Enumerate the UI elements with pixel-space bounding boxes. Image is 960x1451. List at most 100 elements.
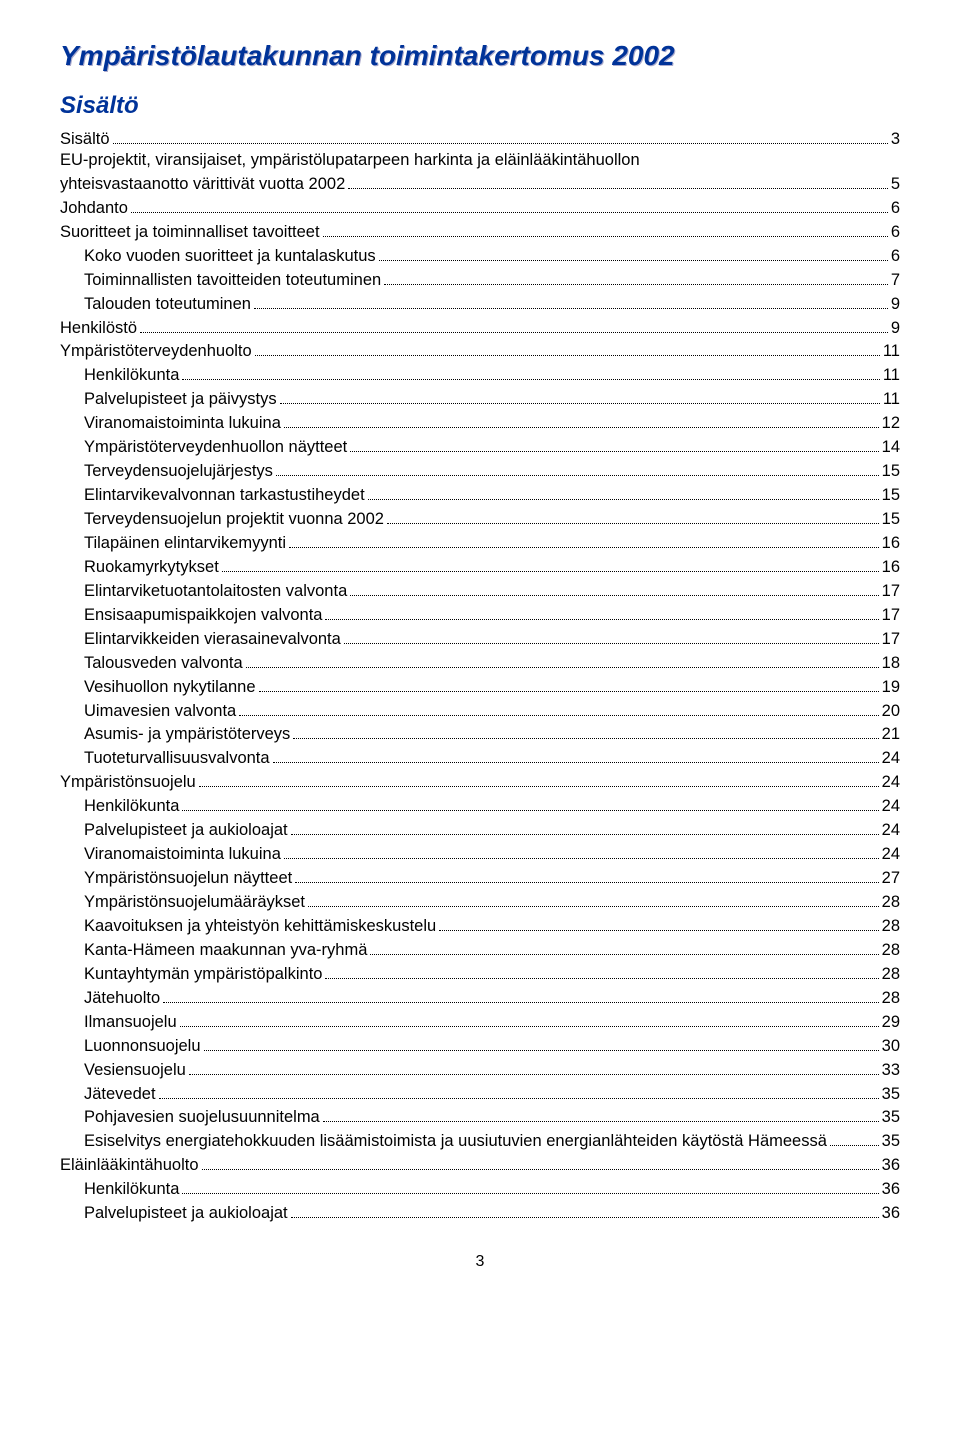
toc-page: 11 xyxy=(883,389,900,410)
toc-label: EU-projektit, viransijaiset, ympäristölu… xyxy=(60,150,640,171)
toc-entry: Ensisaapumispaikkojen valvonta17 xyxy=(60,602,900,626)
toc-leader-dots xyxy=(182,1177,878,1195)
toc-entry: Talousveden valvonta 18 xyxy=(60,650,900,674)
toc-label: Talouden toteutuminen xyxy=(84,294,251,315)
toc-entry: Vesihuollon nykytilanne19 xyxy=(60,674,900,698)
toc-page: 9 xyxy=(891,294,900,315)
toc-entry: Jätehuolto28 xyxy=(60,985,900,1009)
toc-leader-dots xyxy=(163,985,878,1003)
toc-page: 24 xyxy=(882,844,900,865)
toc-entry: Henkilökunta 11 xyxy=(60,363,900,387)
toc-entry: Koko vuoden suoritteet ja kuntalaskutus6 xyxy=(60,243,900,267)
toc-page: 9 xyxy=(891,318,900,339)
toc-leader-dots xyxy=(140,315,888,333)
document-title: Ympäristölautakunnan toimintakertomus 20… xyxy=(60,40,900,72)
toc-leader-dots xyxy=(308,890,879,908)
toc-label: Viranomaistoiminta lukuina xyxy=(84,844,281,865)
toc-leader-dots xyxy=(293,722,878,740)
toc-page: 35 xyxy=(882,1107,900,1128)
toc-page: 28 xyxy=(882,916,900,937)
toc-page: 12 xyxy=(882,413,900,434)
toc-label: Sisältö xyxy=(60,129,110,150)
page-number: 3 xyxy=(60,1253,900,1271)
toc-leader-dots xyxy=(246,650,879,668)
toc-entry: Asumis- ja ympäristöterveys21 xyxy=(60,722,900,746)
toc-page: 11 xyxy=(883,365,900,386)
toc-leader-dots xyxy=(370,937,878,955)
toc-leader-dots xyxy=(254,291,888,309)
toc-label: Palvelupisteet ja aukioloajat xyxy=(84,1203,288,1224)
toc-label: Koko vuoden suoritteet ja kuntalaskutus xyxy=(84,246,376,267)
toc-entry: Kuntayhtymän ympäristöpalkinto28 xyxy=(60,961,900,985)
toc-entry: Viranomaistoiminta lukuina 24 xyxy=(60,842,900,866)
toc-label: Vesiensuojelu xyxy=(84,1060,186,1081)
toc-leader-dots xyxy=(289,530,879,548)
toc-page: 19 xyxy=(882,677,900,698)
toc-page: 7 xyxy=(891,270,900,291)
toc-page: 15 xyxy=(882,461,900,482)
toc-leader-dots xyxy=(199,770,879,788)
toc-page: 16 xyxy=(882,557,900,578)
toc-entry: Henkilöstö 9 xyxy=(60,315,900,339)
toc-entry: Talouden toteutuminen 9 xyxy=(60,291,900,315)
toc-leader-dots xyxy=(202,1153,879,1171)
toc-entry: Uimavesien valvonta20 xyxy=(60,698,900,722)
toc-label: Talousveden valvonta xyxy=(84,653,243,674)
toc-label: Elintarvikevalvonnan tarkastustiheydet xyxy=(84,485,365,506)
toc-page: 15 xyxy=(882,485,900,506)
toc-leader-dots xyxy=(291,818,879,836)
toc-leader-dots xyxy=(276,459,879,477)
toc-page: 36 xyxy=(882,1203,900,1224)
toc-entry: Palvelupisteet ja aukioloajat 36 xyxy=(60,1201,900,1225)
toc-entry: Henkilökunta24 xyxy=(60,794,900,818)
toc-leader-dots xyxy=(182,363,879,381)
toc-label: Palvelupisteet ja päivystys xyxy=(84,389,277,410)
document-page: Ympäristölautakunnan toimintakertomus 20… xyxy=(0,0,960,1301)
toc-label: Toiminnallisten tavoitteiden toteutumine… xyxy=(84,270,381,291)
toc-page: 17 xyxy=(882,629,900,650)
toc-page: 35 xyxy=(882,1084,900,1105)
toc-leader-dots xyxy=(344,626,879,644)
toc-leader-dots xyxy=(182,794,878,812)
toc-leader-dots xyxy=(189,1057,879,1075)
toc-entry: Ympäristönsuojelu24 xyxy=(60,770,900,794)
toc-page: 11 xyxy=(883,341,900,362)
toc-label: Jätevedet xyxy=(84,1084,156,1105)
toc-label: Terveydensuojelun projektit vuonna 2002 xyxy=(84,509,384,530)
toc-leader-dots xyxy=(273,746,879,764)
toc-leader-dots xyxy=(325,602,878,620)
toc-page: 5 xyxy=(891,174,900,195)
toc-label: Kanta-Hämeen maakunnan yva-ryhmä xyxy=(84,940,367,961)
toc-entry: Palvelupisteet ja päivystys 11 xyxy=(60,387,900,411)
toc-label: Johdanto xyxy=(60,198,128,219)
toc-entry: yhteisvastaanotto värittivät vuotta 2002… xyxy=(60,171,900,195)
toc-page: 30 xyxy=(882,1036,900,1057)
toc-entry: Suoritteet ja toiminnalliset tavoitteet6 xyxy=(60,219,900,243)
toc-page: 28 xyxy=(882,892,900,913)
toc-page: 24 xyxy=(882,748,900,769)
toc-entry: Viranomaistoiminta lukuina 12 xyxy=(60,411,900,435)
toc-page: 18 xyxy=(882,653,900,674)
toc-leader-dots xyxy=(830,1129,879,1147)
toc-label: Henkilöstö xyxy=(60,318,137,339)
toc-label: Henkilökunta xyxy=(84,365,179,386)
toc-label: Viranomaistoiminta lukuina xyxy=(84,413,281,434)
toc-label: Kuntayhtymän ympäristöpalkinto xyxy=(84,964,322,985)
toc-label: Luonnonsuojelu xyxy=(84,1036,201,1057)
toc-label: Tilapäinen elintarvikemyynti xyxy=(84,533,286,554)
toc-leader-dots xyxy=(295,866,878,884)
toc-leader-dots xyxy=(239,698,878,716)
toc-label: Asumis- ja ympäristöterveys xyxy=(84,724,290,745)
toc-label: Ympäristöterveydenhuolto xyxy=(60,341,252,362)
toc-entry: Ruokamyrkytykset16 xyxy=(60,554,900,578)
toc-page: 36 xyxy=(882,1179,900,1200)
toc-leader-dots xyxy=(284,411,879,429)
toc-page: 20 xyxy=(882,701,900,722)
toc-entry: Terveydensuojelujärjestys15 xyxy=(60,459,900,483)
toc-label: Ympäristönsuojelumääräykset xyxy=(84,892,305,913)
toc-leader-dots xyxy=(348,171,888,189)
toc-entry: Sisältö3 xyxy=(60,126,900,150)
toc-leader-dots xyxy=(350,435,878,453)
toc-leader-dots xyxy=(439,913,878,931)
toc-entry: Elintarvikevalvonnan tarkastustiheydet 15 xyxy=(60,483,900,507)
